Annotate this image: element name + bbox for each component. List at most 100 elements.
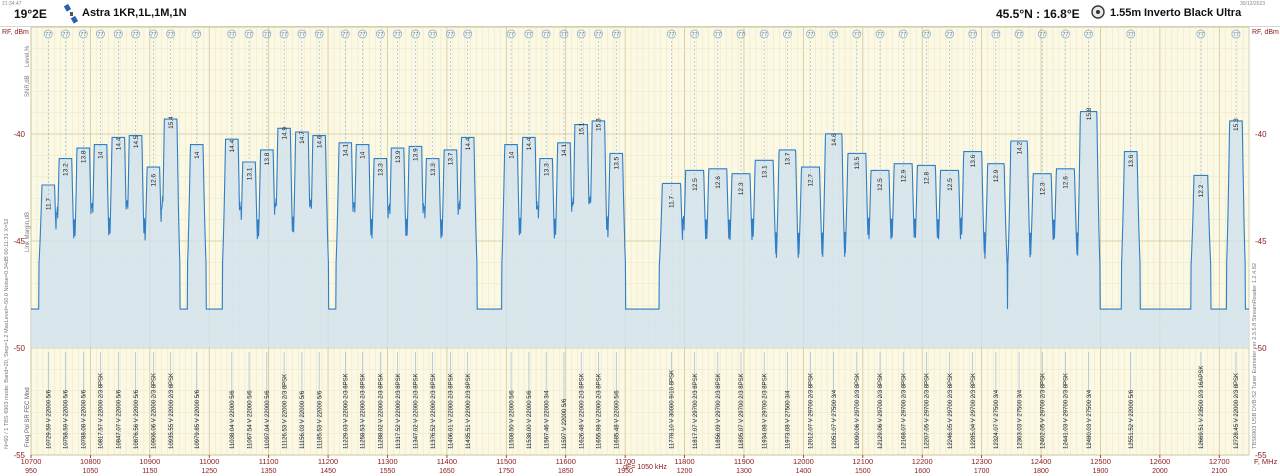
if-tick-label: 950	[25, 468, 37, 475]
channel-marker-label: 77	[970, 32, 976, 38]
channel-marker-circle	[1084, 29, 1093, 39]
channel-marker-circle	[113, 29, 123, 39]
transponder-info: 11097.04 V 22000 5/6	[265, 390, 271, 449]
channel-marker-label: 77	[412, 32, 418, 38]
transponder-10758: 77 13.2 10758.59 V 22000 5/6	[61, 29, 70, 449]
x-tick-label: 11900	[734, 457, 754, 466]
x-tick-label: 12400	[1031, 457, 1052, 466]
transponder-info: 10758.59 V 22000 5/6	[64, 389, 70, 449]
snr-label: 14.1	[343, 144, 350, 157]
transponder-10817: 77 14 10817.57 V 22000 2/3 8PSK	[96, 29, 105, 449]
channel-marker-circle	[297, 29, 307, 39]
transponder-info: 11778.10 V 30000 9/10 8PSK	[670, 370, 676, 449]
transponder-11156: 77 14.7 11156.03 V 22000 5/6	[297, 29, 307, 449]
channel-marker-label: 77	[194, 32, 200, 38]
side-text-left: N=60 / 1 TBS 6903 mode: Band=20, Step=1.…	[4, 218, 10, 449]
transponder-11626: 77 15.1 11626.48 V 22000 2/3 8PSK	[576, 29, 586, 449]
channel-marker-label: 77	[715, 32, 721, 38]
snr-label: 15.3	[1233, 118, 1240, 131]
channel-marker-circle	[759, 29, 769, 39]
channel-marker-circle	[166, 29, 175, 39]
y-axis-label-right: RF, dBm	[1252, 29, 1279, 36]
snr-label: 13.9	[395, 150, 402, 163]
channel-marker-circle	[376, 29, 385, 39]
channel-marker-circle	[852, 29, 862, 39]
snr-label: 15.3	[596, 118, 603, 131]
channel-marker-label: 77	[831, 32, 837, 38]
channel-marker-circle	[463, 29, 473, 39]
transponder-11097: 77 13.8 11097.04 V 22000 5/6	[262, 29, 272, 449]
transponder-12168: 77 12.9 12168.07 V 29700 2/3 8PSK	[898, 29, 908, 449]
channel-marker-label: 77	[80, 32, 86, 38]
snr-label: 13.5	[854, 156, 861, 169]
channel-marker-circle	[611, 29, 621, 39]
channel-marker-circle	[411, 29, 420, 39]
orbital-position: 19°2E	[14, 7, 47, 21]
transponder-12728: 77 15.3 12728.45 V 22000 2/3 8PSK	[1231, 29, 1241, 449]
transponder-12207: 77 12.8 12207.05 V 29700 2/3 8PSK	[922, 29, 931, 449]
snr-label: 12.5	[692, 178, 699, 191]
transponder-info: 10935.55 V 22000 2/3 8PSK	[169, 373, 175, 449]
channel-marker-label: 77	[877, 32, 883, 38]
channel-marker-circle	[1126, 29, 1136, 39]
transponder-info: 11229.03 V 22000 2/3 8PSK	[344, 373, 350, 449]
transponder-11185: 77 14.6 11185.53 V 22000 5/6	[314, 29, 324, 449]
transponder-info: 12669.51 V 23500 2/3 16APSK	[1199, 366, 1205, 449]
channel-marker-circle	[667, 29, 676, 39]
transponder-info: 12480.03 V 27500 3/4	[1087, 389, 1093, 449]
snr-label: 12.7	[808, 174, 815, 187]
x-tick-label: 11200	[318, 457, 338, 466]
channel-marker-label: 77	[784, 32, 790, 38]
transponder-12480: 77 15.8 12480.03 V 27500 3/4	[1084, 29, 1093, 449]
snr-label: 15.1	[578, 122, 585, 135]
channel-marker-label: 77	[1016, 32, 1022, 38]
transponder-11817: 77 12.5 11817.07 V 29700 2/3 8PSK	[690, 29, 700, 449]
header-bar: 21:34:47 30/12/2023 19°2E Astra 1KR,1L,1…	[0, 0, 1280, 27]
channel-marker-label: 77	[342, 32, 348, 38]
snr-label: 14.4	[116, 137, 123, 150]
if-tick-label: 1450	[320, 468, 336, 475]
transponder-info: 11038.04 V 22000 5/6	[230, 390, 236, 449]
y-tick-left: -55	[13, 451, 25, 460]
channel-marker-circle	[782, 29, 792, 39]
channel-marker-label: 77	[430, 32, 436, 38]
channel-marker-label: 77	[1128, 32, 1134, 38]
channel-marker-label: 77	[97, 32, 103, 38]
channel-marker-circle	[279, 29, 289, 39]
channel-marker-label: 77	[150, 32, 156, 38]
transponder-info: 11817.07 V 29700 2/3 8PSK	[693, 373, 699, 449]
x-tick-label: 11400	[437, 457, 457, 466]
snr-label: 12.5	[877, 178, 884, 191]
snr-label: 11.7	[45, 198, 52, 211]
if-tick-label: 1900	[1093, 468, 1109, 475]
channel-marker-label: 77	[377, 32, 383, 38]
channel-marker-circle	[340, 29, 350, 39]
x-tick-label: 11100	[259, 457, 279, 466]
y-tick-right: -50	[1255, 344, 1267, 353]
transponder-11685: 77 13.5 11685.48 V 22000 5/6	[611, 29, 621, 449]
snr-label: 14.1	[561, 144, 568, 157]
channel-marker-circle	[736, 29, 746, 39]
channel-marker-circle	[358, 29, 367, 39]
snr-label: 14	[508, 151, 515, 159]
x-tick-label: 11700	[615, 457, 635, 466]
y-tick-right: -40	[1255, 130, 1267, 139]
snr-label: 14.6	[316, 135, 323, 148]
transponder-info: 12012.07 V 29700 2/3 8PSK	[809, 373, 815, 449]
channel-marker-circle	[898, 29, 908, 39]
transponder-info: 11655.98 V 22000 2/3 8PSK	[597, 373, 603, 449]
x-tick-label: 11600	[556, 457, 576, 466]
channel-marker-circle	[149, 29, 158, 39]
transponder-info: 11508.50 V 22000 5/6	[509, 390, 515, 449]
channel-marker-label: 77	[543, 32, 549, 38]
if-tick-label: 1200	[677, 468, 693, 475]
channel-marker-circle	[806, 29, 815, 39]
transponder-info: 12441.03 V 29700 2/3 8PSK	[1064, 373, 1070, 449]
transponder-info: 11538.00 V 22000 5/6	[527, 390, 533, 449]
transponder-info: 10906.06 V 22000 2/3 8PSK	[152, 373, 158, 449]
transponder-info: 11934.08 V 29700 2/3 8PSK	[762, 373, 768, 449]
snr-label: 13.1	[246, 167, 253, 180]
y-axis-label-left: RF, dBm	[2, 29, 29, 36]
transponder-12090: 77 13.5 12090.06 V 29700 2/3 8PSK	[852, 29, 862, 449]
channel-marker-circle	[875, 29, 885, 39]
